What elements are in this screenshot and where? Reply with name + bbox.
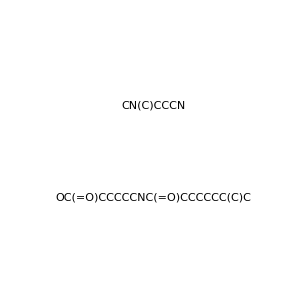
Text: OC(=O)CCCCCNC(=O)CCCCCC(C)C: OC(=O)CCCCCNC(=O)CCCCCC(C)C bbox=[56, 193, 252, 203]
Text: CN(C)CCCN: CN(C)CCCN bbox=[122, 100, 186, 110]
